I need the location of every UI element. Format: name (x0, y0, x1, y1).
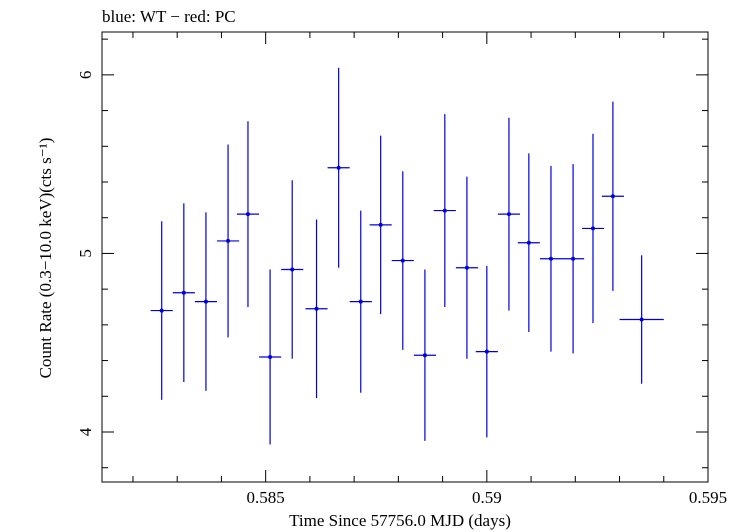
data-point (369, 135, 392, 315)
y-tick-label: 5 (76, 249, 95, 258)
point-marker (506, 212, 511, 217)
data-point (391, 171, 414, 350)
point-marker (378, 222, 383, 227)
data-point (433, 114, 456, 307)
data-point (413, 269, 436, 441)
data-point (517, 153, 540, 332)
data-point (236, 121, 260, 307)
point-marker (464, 265, 469, 270)
point-marker (442, 208, 447, 213)
x-tick-label: 0.585 (247, 488, 285, 507)
data-point (172, 203, 195, 382)
data-point (217, 144, 240, 338)
chart-title: blue: WT − red: PC (102, 7, 236, 26)
point-marker (400, 258, 405, 263)
data-point (497, 117, 521, 311)
plot-frame (101, 31, 709, 483)
data-point (194, 212, 218, 391)
point-marker (226, 238, 231, 243)
point-marker (336, 165, 341, 170)
y-tick-label: 6 (76, 71, 95, 80)
y-tick-label: 4 (76, 427, 95, 436)
point-marker (358, 299, 363, 304)
data-point (150, 221, 173, 400)
y-axis-label: Count Rate (0.3−10.0 keV)(cts s⁻¹) (36, 138, 55, 379)
data-point (455, 176, 478, 359)
data-point (305, 219, 328, 399)
point-marker (245, 212, 250, 217)
data-point (601, 101, 624, 291)
data-point (562, 164, 585, 354)
point-marker (571, 256, 576, 261)
point-marker (203, 299, 208, 304)
point-marker (268, 355, 273, 359)
x-tick-label: 0.595 (689, 488, 727, 507)
data-point (539, 165, 563, 352)
point-marker (181, 290, 186, 295)
point-marker (590, 226, 595, 231)
point-marker (610, 194, 615, 199)
data-point (475, 265, 498, 438)
point-marker (639, 317, 644, 322)
axis-ticks (102, 32, 709, 482)
data-point (259, 269, 282, 445)
plot-border (101, 31, 709, 483)
point-marker (422, 353, 427, 358)
data-point (619, 255, 664, 384)
data-series-wt (150, 67, 664, 445)
data-point (581, 133, 605, 324)
axis-tick-labels: 0.585 0.59 0.595 4 5 6 (76, 71, 727, 507)
point-marker (159, 308, 164, 313)
point-marker (314, 306, 319, 311)
point-marker (484, 349, 489, 354)
data-point (327, 67, 350, 268)
point-marker (548, 256, 553, 261)
x-tick-label: 0.59 (472, 488, 502, 507)
point-marker (526, 240, 531, 245)
data-point (349, 210, 372, 393)
data-point (281, 180, 304, 359)
point-marker (290, 267, 295, 272)
x-axis-label: Time Since 57756.0 MJD (days) (289, 511, 511, 530)
